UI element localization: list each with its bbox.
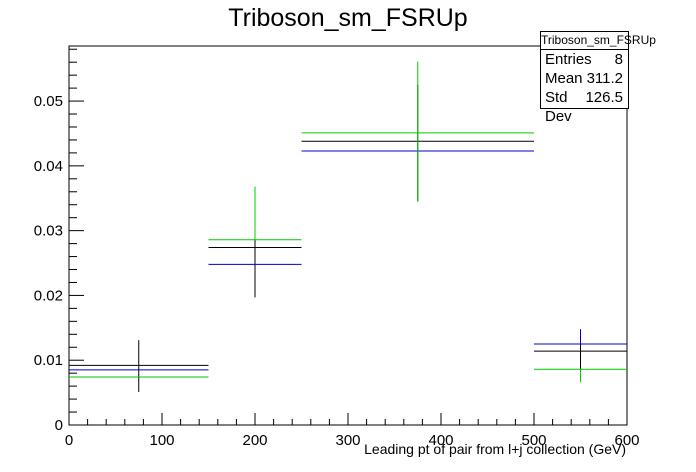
stats-label-stddev: Std Dev xyxy=(545,89,572,125)
x-tick-label: 400 xyxy=(428,432,453,449)
x-tick-label: 500 xyxy=(521,432,546,449)
y-tick-label: 0.03 xyxy=(34,223,63,240)
y-tick-label: 0 xyxy=(55,417,63,434)
x-axis-label: Leading pt of pair from l+j collection (… xyxy=(364,441,626,457)
x-tick-label: 0 xyxy=(65,432,73,449)
stats-box: Triboson_sm_FSRUp Entries 8 Mean 311.2 S… xyxy=(540,31,656,125)
stats-row-stddev: Std Dev 126.5 xyxy=(541,88,628,125)
stats-row-entries: Entries 8 xyxy=(541,50,628,69)
stats-label-mean: Mean xyxy=(545,70,583,87)
y-tick-label: 0.01 xyxy=(34,352,63,369)
stats-row-mean: Mean 311.2 xyxy=(541,69,628,88)
stats-label-entries: Entries xyxy=(545,51,592,68)
stats-box-title: Triboson_sm_FSRUp xyxy=(541,32,656,50)
y-tick-label: 0.04 xyxy=(34,158,63,175)
x-tick-label: 100 xyxy=(149,432,174,449)
x-tick-label: 200 xyxy=(242,432,267,449)
y-tick-label: 0.02 xyxy=(34,287,63,304)
x-tick-label: 300 xyxy=(335,432,360,449)
y-tick-label: 0.05 xyxy=(34,93,63,110)
stats-value-stddev: 126.5 xyxy=(585,89,623,106)
stats-value-mean: 311.2 xyxy=(586,70,623,87)
stats-value-entries: 8 xyxy=(614,51,623,68)
chart-title: Triboson_sm_FSRUp xyxy=(228,4,468,32)
x-tick-label: 600 xyxy=(614,432,639,449)
